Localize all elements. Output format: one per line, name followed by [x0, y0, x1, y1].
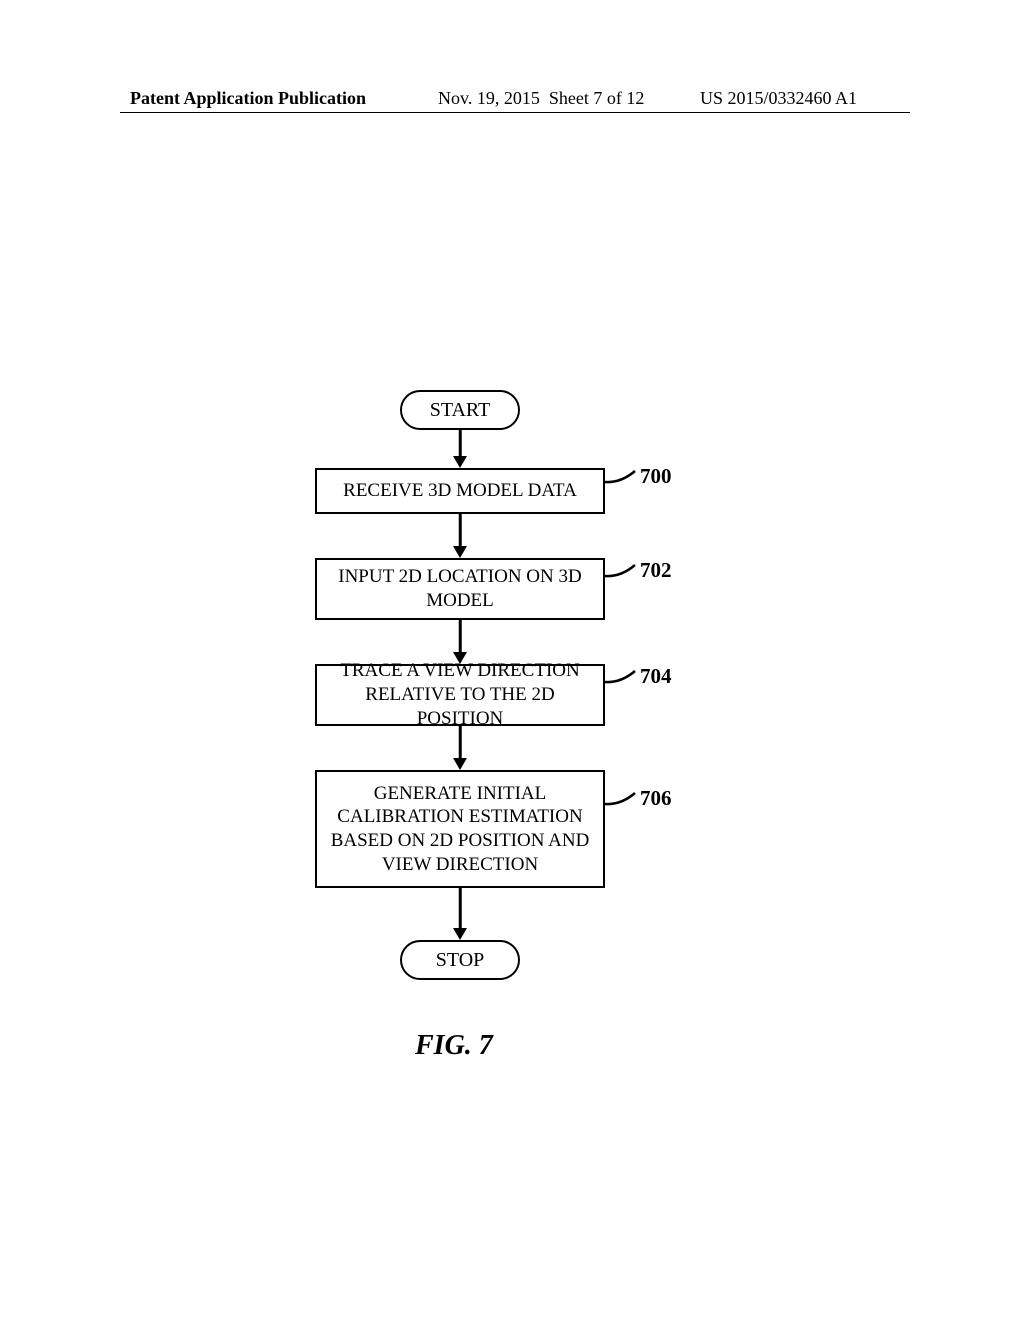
- process-step-label: RECEIVE 3D MODEL DATA: [343, 479, 577, 503]
- connector: [459, 620, 462, 652]
- ref-label-704: 704: [640, 664, 672, 689]
- process-step-label: INPUT 2D LOCATION ON 3D MODEL: [329, 565, 591, 613]
- process-step-label: GENERATE INITIAL CALIBRATION ESTIMATION …: [329, 782, 591, 877]
- leader-icon: [605, 668, 645, 694]
- process-step-702: INPUT 2D LOCATION ON 3D MODEL: [315, 558, 605, 620]
- figure-caption: FIG. 7: [415, 1030, 493, 1062]
- terminator-start-label: START: [430, 399, 491, 422]
- terminator-stop: STOP: [400, 940, 520, 980]
- header-publication-label: Patent Application Publication: [130, 88, 366, 109]
- header-date-sheet: Nov. 19, 2015 Sheet 7 of 12: [438, 88, 644, 109]
- connector: [459, 888, 462, 928]
- process-step-704: TRACE A VIEW DIRECTION RELATIVE TO THE 2…: [315, 664, 605, 726]
- header-rule: [120, 112, 910, 113]
- ref-label-702: 702: [640, 558, 672, 583]
- header-pubnum: US 2015/0332460 A1: [700, 88, 857, 109]
- ref-label-700: 700: [640, 464, 672, 489]
- connector: [459, 514, 462, 546]
- leader-icon: [605, 468, 645, 494]
- header-sheet: Sheet 7 of 12: [549, 88, 644, 108]
- arrowhead-icon: [453, 546, 467, 558]
- header-date: Nov. 19, 2015: [438, 88, 540, 108]
- arrowhead-icon: [453, 456, 467, 468]
- arrowhead-icon: [453, 758, 467, 770]
- connector: [459, 430, 462, 456]
- leader-icon: [605, 790, 645, 816]
- leader-icon: [605, 562, 645, 588]
- connector: [459, 726, 462, 758]
- terminator-start: START: [400, 390, 520, 430]
- process-step-706: GENERATE INITIAL CALIBRATION ESTIMATION …: [315, 770, 605, 888]
- ref-label-706: 706: [640, 786, 672, 811]
- arrowhead-icon: [453, 928, 467, 940]
- page-header: Patent Application Publication Nov. 19, …: [0, 88, 1024, 118]
- process-step-700: RECEIVE 3D MODEL DATA: [315, 468, 605, 514]
- process-step-label: TRACE A VIEW DIRECTION RELATIVE TO THE 2…: [329, 659, 591, 730]
- terminator-stop-label: STOP: [436, 949, 485, 972]
